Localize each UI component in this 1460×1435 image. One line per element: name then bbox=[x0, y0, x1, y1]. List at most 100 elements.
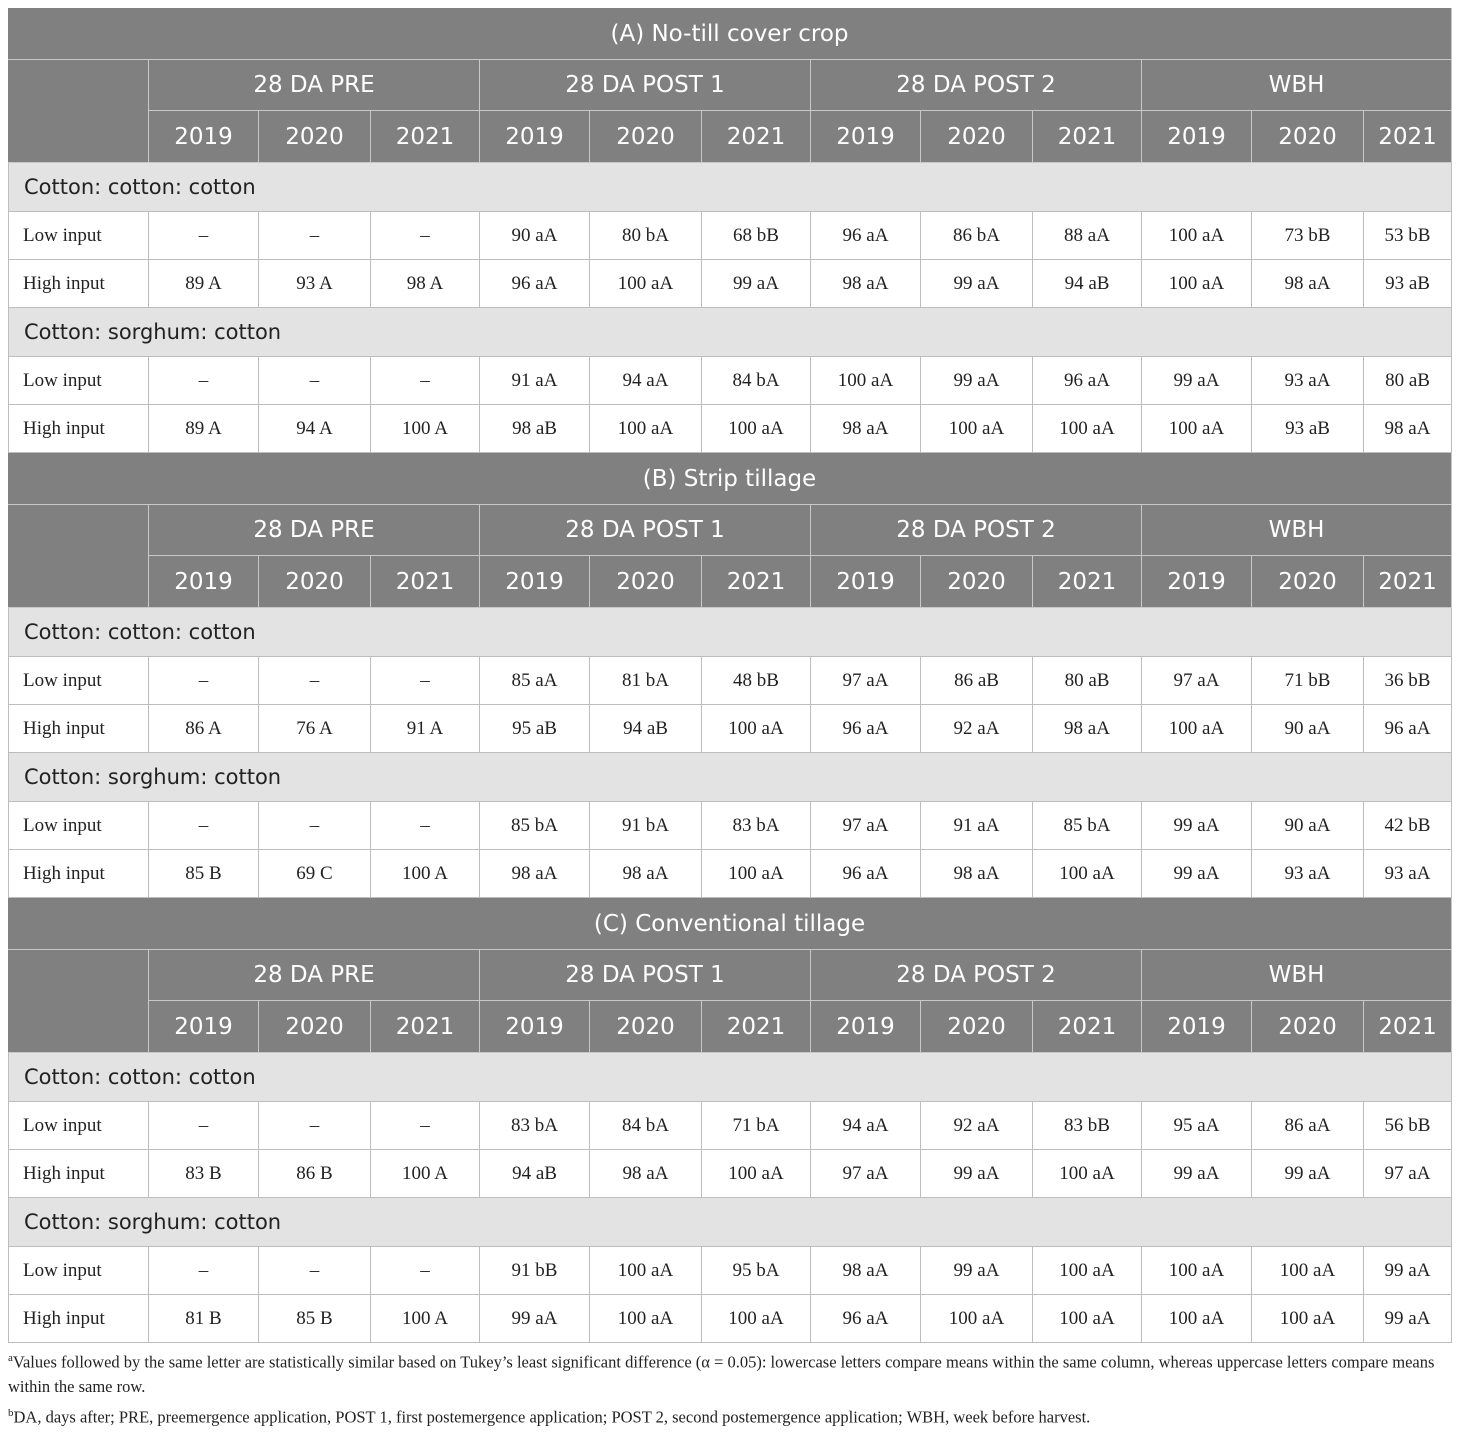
table-cell: 99 aA bbox=[1142, 802, 1252, 850]
table-cell: 80 aB bbox=[1364, 357, 1452, 405]
table-cell: – bbox=[371, 1102, 480, 1150]
row-group-label: Cotton: sorghum: cotton bbox=[8, 1198, 1452, 1247]
table-cell: 96 aA bbox=[811, 1295, 921, 1343]
table-cell: 53 bB bbox=[1364, 212, 1452, 260]
row-label: Low input bbox=[8, 357, 149, 405]
table-cell: 89 A bbox=[149, 260, 259, 308]
table-cell: 97 aA bbox=[1142, 657, 1252, 705]
table-cell: 100 aA bbox=[1142, 705, 1252, 753]
year-header: 2019 bbox=[149, 1001, 259, 1053]
table-cell: 98 aA bbox=[811, 1247, 921, 1295]
table-cell: 100 aA bbox=[1142, 405, 1252, 453]
table-cell: 100 aA bbox=[1252, 1247, 1364, 1295]
table-cell: 80 bA bbox=[590, 212, 702, 260]
row-group-label: Cotton: cotton: cotton bbox=[8, 163, 1452, 212]
table-cell: 91 A bbox=[371, 705, 480, 753]
table-cell: 95 bA bbox=[702, 1247, 811, 1295]
table-cell: 99 aA bbox=[921, 1247, 1033, 1295]
table-cell: 92 aA bbox=[921, 705, 1033, 753]
column-group: WBH bbox=[1142, 950, 1452, 1001]
table-cell: 99 aA bbox=[1142, 850, 1252, 898]
table-cell: 99 aA bbox=[702, 260, 811, 308]
column-group: 28 DA POST 2 bbox=[811, 505, 1142, 556]
table-cell: 36 bB bbox=[1364, 657, 1452, 705]
year-header: 2019 bbox=[480, 111, 590, 163]
table-cell: 96 aA bbox=[811, 705, 921, 753]
table-cell: 91 aA bbox=[921, 802, 1033, 850]
table-cell: 94 aA bbox=[811, 1102, 921, 1150]
table-cell: 99 aA bbox=[1364, 1247, 1452, 1295]
table-cell: 48 bB bbox=[702, 657, 811, 705]
row-label: Low input bbox=[8, 1247, 149, 1295]
year-header: 2020 bbox=[259, 1001, 371, 1053]
table-cell: – bbox=[371, 357, 480, 405]
table-cell: 71 bB bbox=[1252, 657, 1364, 705]
table-cell: 81 bA bbox=[590, 657, 702, 705]
table-cell: 97 aA bbox=[1364, 1150, 1452, 1198]
table-cell: – bbox=[149, 357, 259, 405]
table-cell: 93 aA bbox=[1252, 850, 1364, 898]
year-header: 2019 bbox=[480, 1001, 590, 1053]
year-header: 2021 bbox=[371, 111, 480, 163]
table-cell: 100 aA bbox=[590, 1295, 702, 1343]
row-label: Low input bbox=[8, 657, 149, 705]
table-cell: 100 aA bbox=[811, 357, 921, 405]
year-header: 2021 bbox=[1364, 1001, 1452, 1053]
table-cell: 69 C bbox=[259, 850, 371, 898]
header-blank bbox=[8, 950, 149, 1053]
table-cell: 97 aA bbox=[811, 802, 921, 850]
table-cell: 91 bB bbox=[480, 1247, 590, 1295]
year-header: 2020 bbox=[921, 1001, 1033, 1053]
section-title: (B) Strip tillage bbox=[8, 453, 1452, 505]
column-group: 28 DA POST 1 bbox=[480, 505, 811, 556]
table-cell: – bbox=[259, 802, 371, 850]
table-cell: 94 aA bbox=[590, 357, 702, 405]
table-cell: 95 aA bbox=[1142, 1102, 1252, 1150]
table-cell: 99 aA bbox=[1142, 1150, 1252, 1198]
table-cell: 93 aA bbox=[1252, 357, 1364, 405]
year-header: 2021 bbox=[1033, 111, 1142, 163]
table-cell: 95 aB bbox=[480, 705, 590, 753]
table-cell: – bbox=[259, 212, 371, 260]
table-cell: 100 aA bbox=[921, 405, 1033, 453]
year-header: 2019 bbox=[811, 1001, 921, 1053]
year-header: 2020 bbox=[590, 556, 702, 608]
year-header: 2019 bbox=[811, 556, 921, 608]
table-cell: 83 bA bbox=[480, 1102, 590, 1150]
table-cell: 100 A bbox=[371, 850, 480, 898]
table-cell: 100 aA bbox=[1252, 1295, 1364, 1343]
table-cell: 94 aB bbox=[1033, 260, 1142, 308]
footnote: aValues followed by the same letter are … bbox=[8, 1346, 1454, 1399]
table-cell: 100 aA bbox=[702, 850, 811, 898]
year-header: 2020 bbox=[1252, 556, 1364, 608]
table-cell: 100 A bbox=[371, 1295, 480, 1343]
row-label: Low input bbox=[8, 802, 149, 850]
column-group: 28 DA PRE bbox=[149, 505, 480, 556]
year-header: 2020 bbox=[590, 111, 702, 163]
table-cell: – bbox=[371, 657, 480, 705]
table-cell: 83 bA bbox=[702, 802, 811, 850]
table-cell: 96 aA bbox=[1364, 705, 1452, 753]
table-cell: 83 bB bbox=[1033, 1102, 1142, 1150]
table-cell: 100 aA bbox=[1142, 212, 1252, 260]
table-cell: – bbox=[259, 1102, 371, 1150]
year-header: 2019 bbox=[149, 111, 259, 163]
table-cell: 96 aA bbox=[480, 260, 590, 308]
table-cell: 73 bB bbox=[1252, 212, 1364, 260]
footnote-text: DA, days after; PRE, preemergence applic… bbox=[13, 1407, 1091, 1427]
table-cell: 91 aA bbox=[480, 357, 590, 405]
table-cell: – bbox=[149, 1102, 259, 1150]
year-header: 2021 bbox=[702, 1001, 811, 1053]
table-cell: 93 aB bbox=[1252, 405, 1364, 453]
year-header: 2021 bbox=[371, 1001, 480, 1053]
table-cell: – bbox=[149, 802, 259, 850]
column-group: 28 DA POST 2 bbox=[811, 950, 1142, 1001]
table-cell: 100 aA bbox=[1033, 1247, 1142, 1295]
table-cell: 96 aA bbox=[1033, 357, 1142, 405]
row-group-label: Cotton: cotton: cotton bbox=[8, 1053, 1452, 1102]
table-cell: – bbox=[149, 1247, 259, 1295]
table-cell: 100 aA bbox=[1142, 1247, 1252, 1295]
table-cell: 85 B bbox=[149, 850, 259, 898]
column-group: 28 DA PRE bbox=[149, 950, 480, 1001]
